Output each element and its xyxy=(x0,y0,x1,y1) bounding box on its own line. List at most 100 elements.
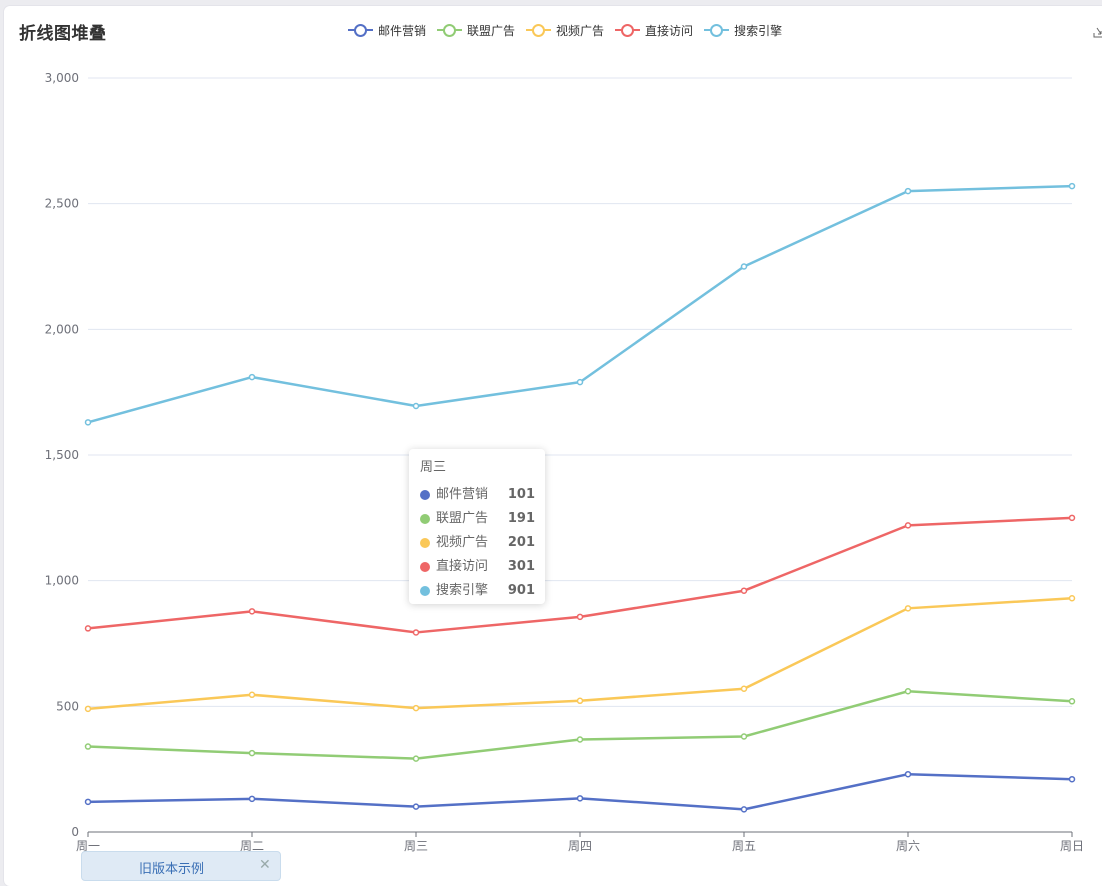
tooltip-value: 201 xyxy=(507,535,535,550)
data-point xyxy=(576,795,584,802)
tooltip-row: 搜索引擎 901 xyxy=(420,579,535,603)
y-tick-label: 0 xyxy=(71,825,79,839)
series-视频广告 xyxy=(84,595,1076,713)
data-point xyxy=(1068,775,1076,783)
series-直接访问 xyxy=(84,514,1076,636)
old-version-link[interactable]: 旧版本示例 xyxy=(139,862,205,877)
old-version-banner[interactable]: 旧版本示例 ✕ xyxy=(81,851,281,881)
data-point xyxy=(1068,514,1076,522)
y-tick-label: 3,000 xyxy=(45,71,79,85)
series-搜索引擎 xyxy=(84,182,1076,426)
tooltip-row: 邮件营销 101 xyxy=(420,483,535,507)
data-point xyxy=(84,419,92,426)
line-chart: 05001,0001,5002,0002,5003,000周一 周二 周三 周四 周五周… xyxy=(45,71,1084,853)
legend-item[interactable]: 直接访问 xyxy=(615,22,693,39)
x-tick-label: 周五 xyxy=(732,839,756,853)
chart-legend: 邮件营销 联盟广告 视频广告 直接访问 搜索引擎 xyxy=(348,20,793,40)
tooltip-rows: 邮件营销 101 联盟广告 191 视频广告 201 直接访问 301 搜索引擎 901 xyxy=(420,483,535,603)
legend-item[interactable]: 邮件营销 xyxy=(348,22,426,39)
data-point xyxy=(740,733,748,740)
data-point xyxy=(904,770,912,778)
tooltip-series-name: 直接访问 xyxy=(436,559,489,574)
y-tick-label: 1,000 xyxy=(45,574,79,588)
save-as-image-icon[interactable] xyxy=(1093,26,1102,38)
x-tick-label: 周二 xyxy=(240,839,264,853)
data-point xyxy=(576,736,584,743)
tooltip-row: 直接访问 301 xyxy=(420,555,535,579)
data-point xyxy=(412,704,420,712)
tooltip-series-name: 视频广告 xyxy=(436,535,489,550)
tooltip-title: 周三 xyxy=(420,460,447,475)
tooltip-marker-icon xyxy=(420,514,430,524)
x-tick-label: 周四 xyxy=(568,839,592,853)
series-邮件营销 xyxy=(84,770,1076,813)
tooltip-row: 联盟广告 191 xyxy=(420,507,535,531)
data-point xyxy=(84,798,92,806)
data-point xyxy=(248,749,256,757)
tooltip-value: 191 xyxy=(507,511,535,526)
tooltip-value: 901 xyxy=(507,583,535,598)
y-tick-label: 500 xyxy=(56,699,79,713)
chart-card xyxy=(4,6,1102,886)
legend-item[interactable]: 联盟广告 xyxy=(437,22,515,39)
data-point xyxy=(576,697,584,705)
data-point xyxy=(904,688,912,695)
legend-swatch-icon xyxy=(437,23,463,37)
data-point xyxy=(248,795,256,803)
tooltip-marker-icon xyxy=(420,562,430,572)
series-line xyxy=(87,184,1073,424)
data-point xyxy=(1068,595,1076,602)
legend-swatch-icon xyxy=(526,23,552,37)
close-icon[interactable]: ✕ xyxy=(259,857,271,873)
data-point xyxy=(84,743,92,750)
data-point xyxy=(1068,182,1076,190)
tooltip-series-name: 邮件营销 xyxy=(436,487,489,502)
legend-label: 视频广告 xyxy=(556,23,605,38)
y-tick-label: 1,500 xyxy=(45,448,79,462)
legend-item[interactable]: 搜索引擎 xyxy=(704,22,782,39)
data-point xyxy=(904,522,912,529)
x-tick-label: 周一 xyxy=(76,839,100,853)
tooltip-marker-icon xyxy=(420,586,430,596)
data-point xyxy=(904,187,912,195)
series-联盟广告 xyxy=(84,688,1076,762)
x-tick-label: 周三 xyxy=(404,839,428,853)
legend-item[interactable]: 视频广告 xyxy=(526,22,604,39)
data-point xyxy=(576,378,584,386)
legend-swatch-icon xyxy=(615,23,641,37)
data-point xyxy=(740,587,748,594)
tooltip-series-name: 联盟广告 xyxy=(436,511,489,526)
data-point xyxy=(1068,698,1076,705)
chart-tooltip: 周三 邮件营销 101 联盟广告 191 视频广告 201 直接访问 301 搜索引擎 901 xyxy=(409,449,545,604)
chart-title: 折线图堆叠 xyxy=(19,24,107,44)
x-tick-label: 周六 xyxy=(896,839,920,853)
tooltip-row: 视频广告 201 xyxy=(420,531,535,555)
data-point xyxy=(412,803,420,810)
series-line xyxy=(87,772,1073,811)
data-point xyxy=(84,705,92,713)
legend-label: 搜索引擎 xyxy=(734,23,783,38)
y-tick-label: 2,000 xyxy=(45,322,79,336)
data-point xyxy=(248,373,256,381)
data-point xyxy=(248,608,256,615)
data-point xyxy=(248,691,256,699)
tooltip-marker-icon xyxy=(420,490,430,500)
x-tick-label: 周日 xyxy=(1060,839,1084,853)
data-point xyxy=(576,613,584,621)
data-point xyxy=(84,625,92,632)
y-tick-label: 2,500 xyxy=(45,197,79,211)
legend-label: 联盟广告 xyxy=(467,23,516,38)
legend-label: 直接访问 xyxy=(645,23,694,38)
data-point xyxy=(412,629,420,636)
data-point xyxy=(740,263,748,270)
tooltip-marker-icon xyxy=(420,538,430,548)
legend-label: 邮件营销 xyxy=(378,23,427,38)
legend-swatch-icon xyxy=(704,23,730,37)
data-point xyxy=(412,402,420,410)
data-point xyxy=(740,806,748,813)
data-point xyxy=(904,605,912,612)
legend-swatch-icon xyxy=(348,23,373,37)
tooltip-value: 101 xyxy=(507,487,535,502)
data-point xyxy=(412,755,420,762)
tooltip-series-name: 搜索引擎 xyxy=(436,583,489,598)
